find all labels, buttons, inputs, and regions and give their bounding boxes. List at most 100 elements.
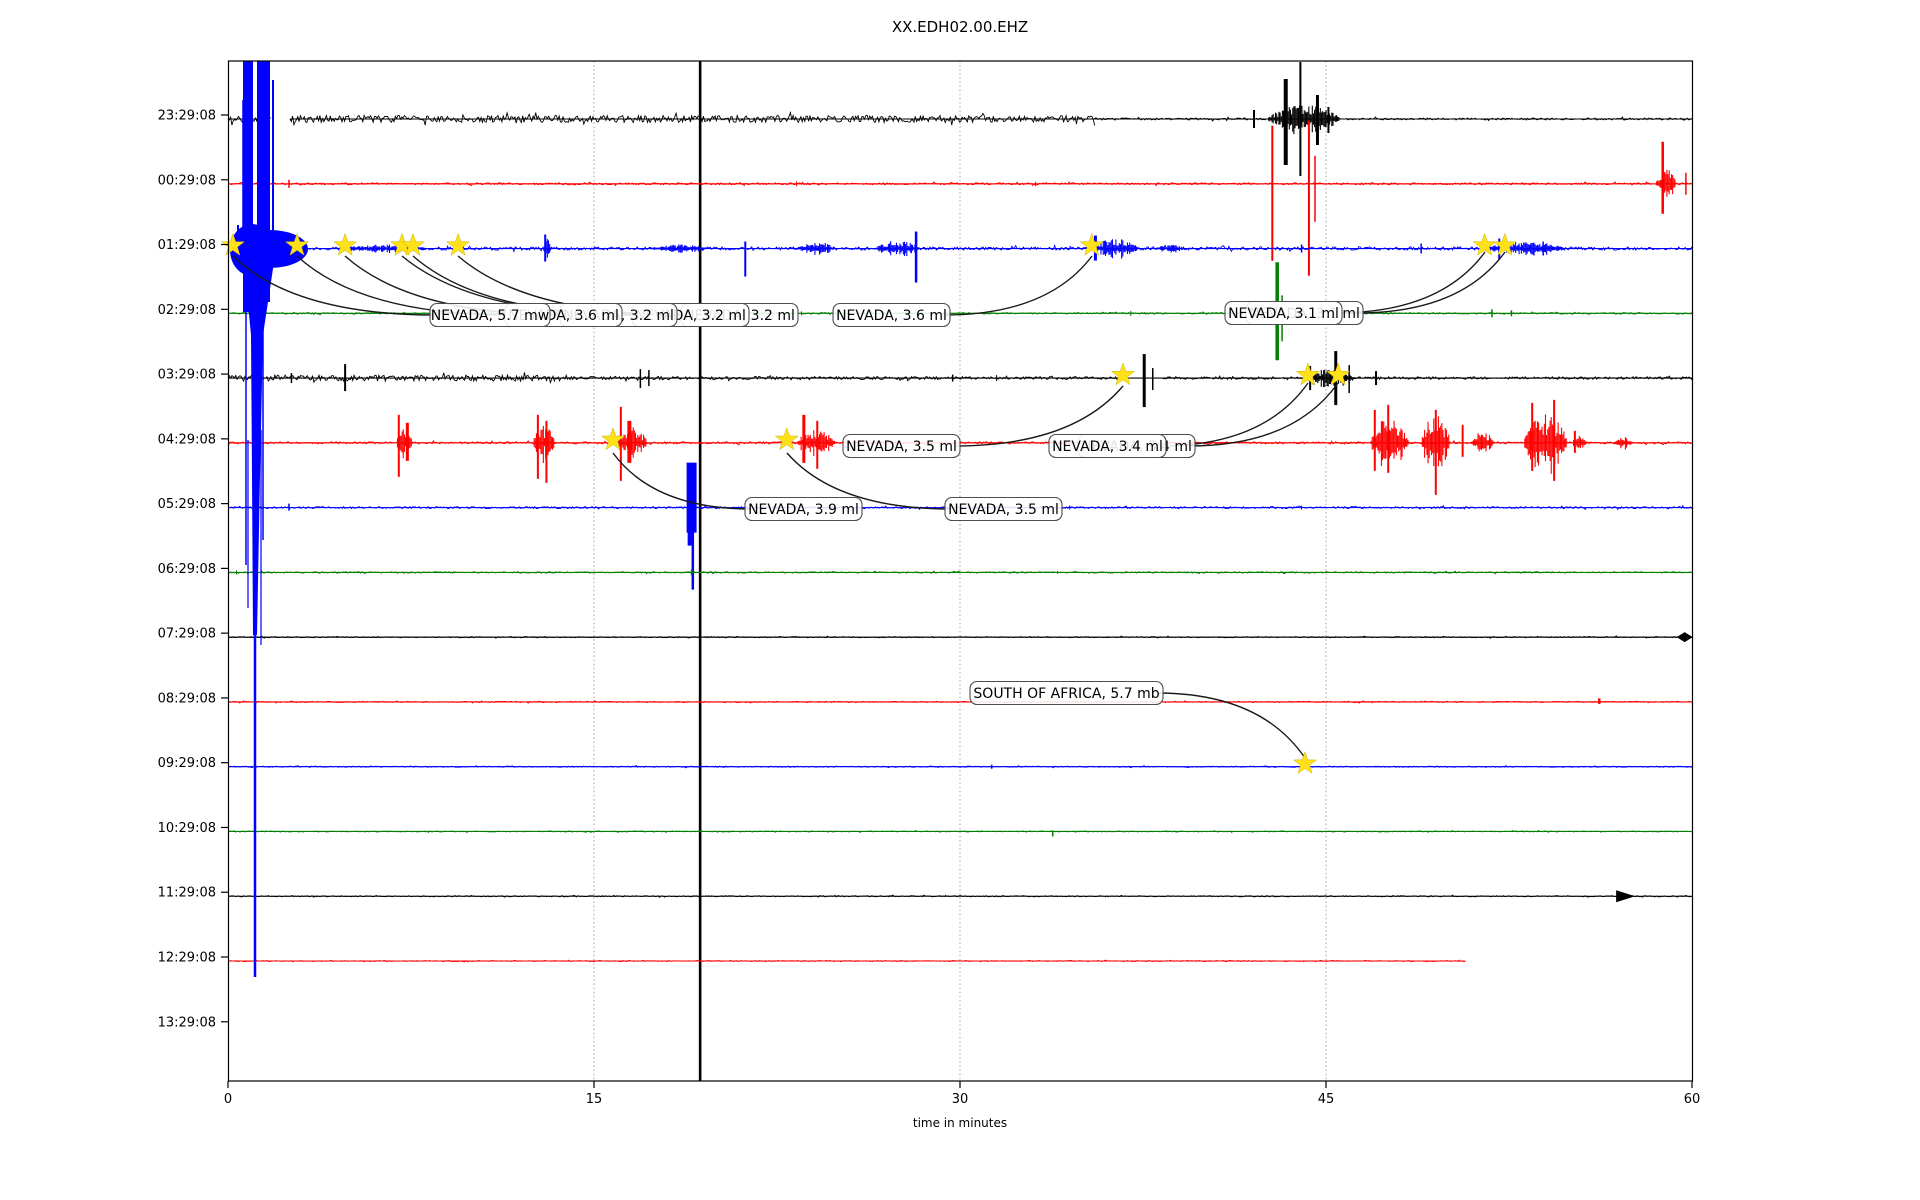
annotation-box: NEVADA, 3.1 ml bbox=[1224, 300, 1343, 326]
annotation-box: NEVADA, 3.9 ml bbox=[744, 496, 863, 522]
annotation-label: NEVADA, 3.9 ml bbox=[748, 502, 859, 518]
trace-noise bbox=[1162, 375, 1694, 382]
y-tick-label: 05:29:08 bbox=[158, 497, 216, 512]
y-tick-label: 01:29:08 bbox=[158, 238, 216, 253]
x-tick-label: 30 bbox=[952, 1092, 969, 1107]
annotation-arrow-curve bbox=[232, 255, 437, 316]
main-event-taper bbox=[251, 335, 263, 475]
axes: 23:29:08 00:29:08 01:29:08 02:29:08 03:29:08… bbox=[158, 60, 1701, 1130]
annotation-label: SOUTH OF AFRICA, 5.7 mb bbox=[973, 686, 1159, 702]
x-tick-label: 0 bbox=[224, 1092, 232, 1107]
trace-row bbox=[227, 462, 1694, 590]
annotation-box-bg bbox=[1224, 300, 1343, 326]
y-tick-label: 07:29:08 bbox=[158, 627, 216, 642]
trace-row bbox=[227, 959, 1466, 963]
annotation-label: NEVADA, 3.1 ml bbox=[1228, 306, 1339, 322]
trace-noise bbox=[227, 181, 1694, 187]
event-star-icon bbox=[400, 232, 426, 256]
event-star-icon bbox=[332, 232, 358, 256]
trace-row bbox=[228, 764, 1694, 769]
annotation-label: NEVADA, 3.4 ml bbox=[1052, 439, 1163, 455]
trace-row bbox=[227, 890, 1694, 903]
event-stars bbox=[220, 232, 1518, 775]
annotation-arrow-curve bbox=[1156, 692, 1306, 759]
trace-row bbox=[227, 62, 1693, 176]
trace-noise bbox=[308, 244, 1694, 253]
trace-noise bbox=[825, 375, 1120, 382]
y-tick-label: 12:29:08 bbox=[158, 951, 216, 966]
trace-noise bbox=[562, 373, 827, 383]
trace-row bbox=[228, 231, 1694, 283]
annotation-box: NEVADA, 3.5 ml bbox=[944, 496, 1063, 522]
event-star-icon bbox=[774, 427, 799, 451]
main-event-mass bbox=[230, 61, 308, 977]
annotation-arrow-curve bbox=[612, 452, 752, 510]
y-tick-label: 02:29:08 bbox=[158, 303, 216, 318]
trace-noise bbox=[227, 829, 1694, 834]
annotation-box: NEVADA, 3.4 ml bbox=[1048, 433, 1167, 459]
trace-noise bbox=[227, 894, 1694, 898]
trace-row bbox=[227, 120, 1694, 276]
trace-diamond-glyph bbox=[1676, 632, 1693, 643]
annotation-label: NEVADA, 5.7 mw bbox=[431, 308, 549, 324]
event-star-icon bbox=[1292, 750, 1318, 775]
x-tick-label: 15 bbox=[586, 1092, 603, 1107]
annotation-box-bg bbox=[944, 496, 1063, 522]
trace-noise bbox=[289, 110, 1096, 127]
main-event-taper bbox=[252, 475, 260, 635]
annotation-arrow-curve bbox=[943, 255, 1093, 316]
annotation-arrows bbox=[232, 251, 1506, 759]
event-star-icon bbox=[1492, 232, 1518, 256]
y-tick-label: 09:29:08 bbox=[158, 756, 216, 771]
trace-noise bbox=[1093, 116, 1266, 122]
x-tick-label: 60 bbox=[1684, 1092, 1701, 1107]
x-tick-label: 45 bbox=[1318, 1092, 1335, 1107]
y-tick-label: 03:29:08 bbox=[158, 368, 216, 383]
annotation-label: NEVADA, 3.6 ml bbox=[836, 308, 947, 324]
event-star-icon bbox=[1079, 232, 1104, 256]
traces bbox=[227, 62, 1694, 963]
trace-noise bbox=[227, 959, 1466, 963]
annotation-label: NEVADA, 3.5 ml bbox=[846, 439, 957, 455]
annotation-box-bg bbox=[832, 302, 951, 328]
y-tick-label: 04:29:08 bbox=[158, 432, 216, 447]
y-tick-label: 23:29:08 bbox=[158, 109, 216, 124]
trace-noise bbox=[227, 635, 1694, 639]
y-tick-label: 13:29:08 bbox=[158, 1015, 216, 1030]
trace-row bbox=[227, 829, 1694, 837]
event-star-icon bbox=[600, 427, 626, 451]
event-star-icon bbox=[1295, 362, 1321, 386]
trace-row bbox=[227, 698, 1694, 704]
trace-noise bbox=[227, 570, 1694, 575]
trace-noise bbox=[227, 372, 564, 385]
y-tick-label: 00:29:08 bbox=[158, 173, 216, 188]
event-star-icon bbox=[220, 232, 246, 256]
event-star-icon bbox=[1110, 362, 1136, 386]
annotation-box-bg bbox=[842, 433, 961, 459]
annotation-box: NEVADA, 5.7 mw bbox=[429, 302, 551, 328]
annotation-arrow-curve bbox=[786, 452, 952, 510]
annotation-arrow-curve bbox=[1356, 251, 1506, 314]
annotation-box: NEVADA, 3.6 ml bbox=[832, 302, 951, 328]
event-star-icon bbox=[445, 232, 471, 256]
annotation-box: NEVADA, 3.5 ml bbox=[842, 433, 961, 459]
y-tick-label: 11:29:08 bbox=[158, 886, 216, 901]
plot-title: XX.EDH02.00.EHZ bbox=[892, 18, 1028, 36]
trace-noise bbox=[1345, 116, 1693, 122]
axes-frame bbox=[227, 60, 1694, 1082]
x-axis-label: time in minutes bbox=[913, 1116, 1007, 1130]
annotation-box-bg bbox=[744, 496, 863, 522]
y-tick-label: 06:29:08 bbox=[158, 562, 216, 577]
annotation-box-bg bbox=[429, 302, 551, 328]
trace-arrow-glyph bbox=[1616, 890, 1636, 903]
trace-noise bbox=[228, 764, 1694, 769]
y-tick-label: 08:29:08 bbox=[158, 691, 216, 706]
annotation-box: SOUTH OF AFRICA, 5.7 mb bbox=[969, 680, 1164, 706]
trace-row bbox=[227, 569, 1694, 576]
annotation-box-bg bbox=[969, 680, 1164, 706]
event-star-icon bbox=[284, 232, 310, 256]
event-star-icon bbox=[1326, 362, 1351, 386]
